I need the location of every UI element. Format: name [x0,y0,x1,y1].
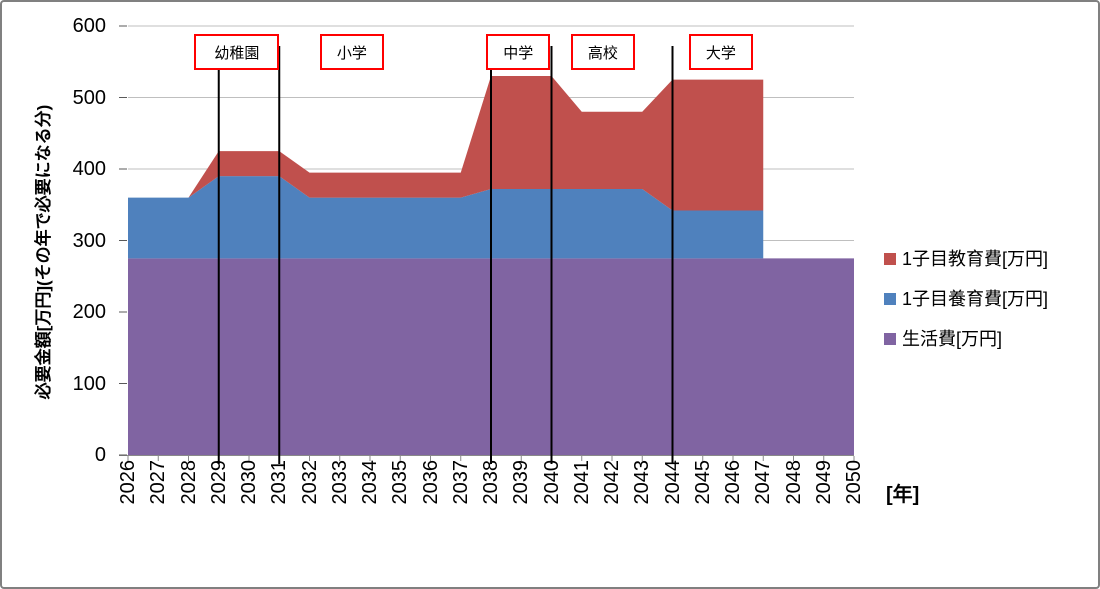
stage-label-box: 幼稚園 [194,34,280,70]
x-tick-label-2029: 2029 [207,460,230,505]
legend-label: 生活費[万円] [902,329,1003,349]
x-tick-label-2045: 2045 [691,460,714,505]
x-tick-label-2032: 2032 [298,460,321,505]
stage-label-box: 小学 [319,34,384,70]
x-tick-label-2036: 2036 [419,460,442,505]
legend-item-childcare: 1子目養育費[万円] [884,288,1048,310]
legend-item-living: 生活費[万円] [884,328,1048,350]
y-tick-label-600: 600 [72,15,106,37]
x-tick-label-2031: 2031 [268,460,291,505]
legend: 1子目教育費[万円] 1子目養育費[万円] 生活費[万円] [884,248,1048,350]
y-tick-label-300: 300 [72,229,106,252]
y-axis-title: 必要金額[万円](その年で必要になる分) [34,104,53,400]
x-tick-label-2033: 2033 [328,460,351,505]
x-tick-label-2043: 2043 [631,460,654,505]
x-tick-label-2028: 2028 [177,460,200,505]
x-tick-label-2044: 2044 [661,460,684,505]
x-tick-label-2027: 2027 [147,460,170,505]
x-tick-label-2039: 2039 [510,460,533,505]
stage-label-box: 高校 [570,34,635,70]
area-series-childcare [128,176,764,259]
x-axis-unit-label: [年] [886,484,920,506]
legend-label: 1子目養育費[万円] [902,289,1049,309]
x-tick-label-2038: 2038 [480,460,502,505]
y-tick-label-400: 400 [72,158,106,180]
y-tick-label-100: 100 [72,372,106,395]
x-tick-label-2048: 2048 [782,460,805,505]
legend-swatch-icon [884,333,896,345]
area-series-education [128,76,764,211]
x-tick-label-2035: 2035 [389,460,412,505]
y-tick-label-500: 500 [72,86,106,109]
x-tick-label-2049: 2049 [812,460,835,505]
legend-label: 1子目教育費[万円] [902,249,1049,269]
y-tick-label-0: 0 [94,444,106,466]
legend-item-education: 1子目教育費[万円] [884,248,1048,270]
x-tick-label-2050: 2050 [843,460,865,505]
y-tick-label-200: 200 [72,301,106,323]
x-tick-label-2047: 2047 [752,460,775,505]
stage-label-box: 大学 [688,34,753,70]
x-tick-label-2041: 2041 [570,460,593,505]
x-tick-label-2034: 2034 [359,460,381,505]
x-tick-label-2026: 2026 [117,460,139,505]
stage-label-box: 中学 [486,34,551,70]
legend-swatch-icon [884,253,896,265]
x-tick-label-2037: 2037 [449,460,472,505]
x-tick-label-2046: 2046 [722,460,744,505]
x-tick-label-2042: 2042 [601,460,623,505]
x-tick-label-2030: 2030 [238,460,260,505]
legend-swatch-icon [884,293,896,305]
x-tick-label-2040: 2040 [540,460,563,505]
